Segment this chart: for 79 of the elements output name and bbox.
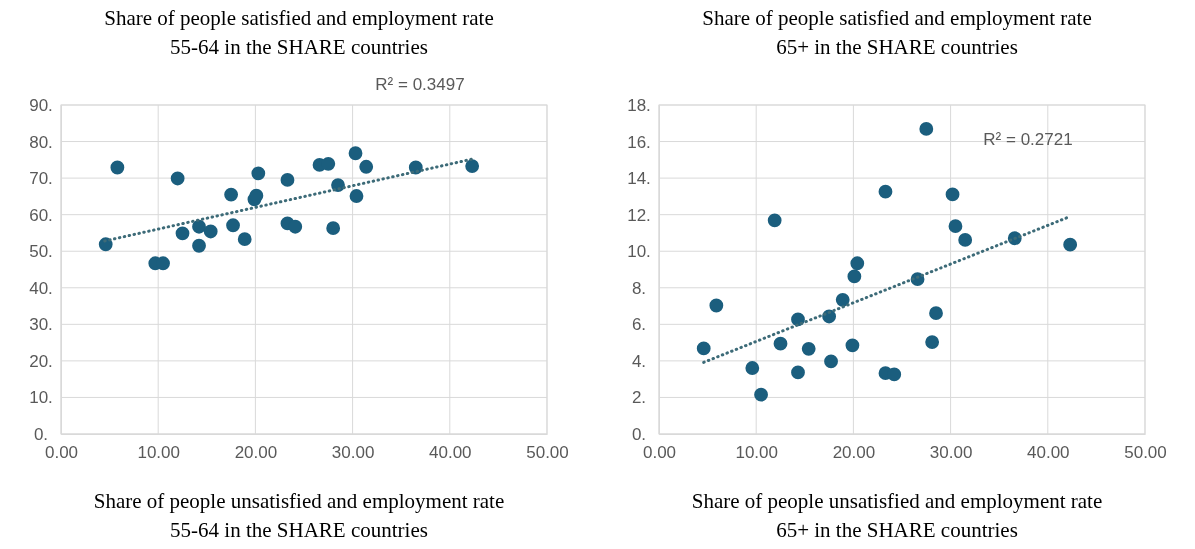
point — [110, 160, 125, 175]
y-tick-label: 8. — [631, 278, 647, 298]
point — [824, 354, 838, 369]
y-tick-label: 12. — [627, 205, 651, 225]
x-tick-label: 20.00 — [832, 443, 876, 463]
y-tick-label: 18. — [627, 95, 651, 115]
point — [280, 173, 295, 187]
x-tick-label: 50.00 — [526, 443, 569, 463]
point — [767, 213, 782, 228]
point — [192, 238, 206, 253]
point — [349, 189, 364, 203]
x-tick-label: 40.00 — [429, 443, 472, 463]
annotation: R² = 0.2721 — [983, 130, 1073, 149]
point — [847, 269, 862, 284]
point — [226, 218, 240, 233]
point — [709, 298, 724, 313]
point — [175, 226, 190, 241]
point — [929, 306, 943, 321]
point — [801, 341, 816, 356]
point — [745, 361, 760, 375]
x-tick-label: 40.00 — [1027, 443, 1070, 463]
y-tick-label: 16. — [627, 132, 651, 152]
point — [224, 187, 239, 202]
point — [359, 159, 374, 174]
point — [249, 188, 264, 203]
x-tick-label: 30.00 — [331, 443, 375, 463]
point — [251, 166, 266, 181]
point — [465, 159, 480, 173]
point — [925, 335, 940, 349]
point — [348, 146, 363, 161]
point — [203, 224, 218, 239]
y-tick-label: 30. — [29, 315, 53, 335]
x-tick-label: 50.00 — [1124, 443, 1167, 463]
point — [696, 341, 711, 356]
point — [192, 219, 206, 234]
chart-title: Share of people satisfied and employment rate 55-64 in the SHARE countries — [104, 6, 494, 59]
y-tick-label: 10. — [29, 388, 53, 408]
point — [850, 256, 865, 271]
y-tick-label: 40. — [29, 278, 53, 298]
y-tick-label: 6. — [631, 315, 647, 335]
point — [237, 232, 252, 247]
point — [845, 338, 860, 353]
x-tick-label: 0.00 — [642, 443, 677, 463]
point — [945, 187, 960, 202]
point — [948, 219, 963, 234]
chart-title: Share of people satisfied and employment rate 65+ in the SHARE countries — [702, 6, 1092, 59]
x-tick-label: 20.00 — [234, 443, 278, 463]
point — [170, 171, 185, 186]
x-tick-label: 10.00 — [735, 443, 778, 463]
point — [754, 387, 768, 402]
y-tick-label: 90. — [29, 95, 53, 115]
y-tick-label: 0. — [631, 424, 647, 444]
y-tick-label: 50. — [29, 242, 53, 262]
point — [326, 221, 341, 236]
y-tick-label: 2. — [631, 388, 647, 408]
y-tick-label: 60. — [29, 205, 53, 225]
y-tick-label: 80. — [29, 132, 53, 152]
point — [887, 367, 902, 382]
point — [878, 184, 893, 199]
y-tick-label: 10. — [627, 242, 651, 262]
point — [1063, 237, 1078, 252]
point — [958, 232, 973, 247]
x-tick-label: 30.00 — [929, 443, 973, 463]
point — [919, 122, 934, 136]
x-tick-label: 0.00 — [44, 443, 79, 463]
x-axis-title: Share of people unsatisfied and employment rate 55-64 in the SHARE countries — [93, 489, 505, 542]
y-tick-label: 14. — [627, 169, 651, 189]
y-tick-label: 20. — [29, 351, 53, 371]
point — [791, 365, 805, 380]
point — [321, 156, 336, 171]
text: R² = 0.3497 — [375, 75, 465, 94]
y-tick-label: 0. — [33, 424, 49, 444]
y-tick-label: 70. — [29, 169, 53, 189]
x-axis-title: Share of people unsatisfied and employment rate 65+ in the SHARE countries — [691, 489, 1103, 542]
point — [288, 219, 303, 234]
y-tick-label: 4. — [631, 351, 647, 371]
point — [773, 336, 788, 351]
point — [835, 292, 850, 307]
x-tick-label: 10.00 — [137, 443, 180, 463]
